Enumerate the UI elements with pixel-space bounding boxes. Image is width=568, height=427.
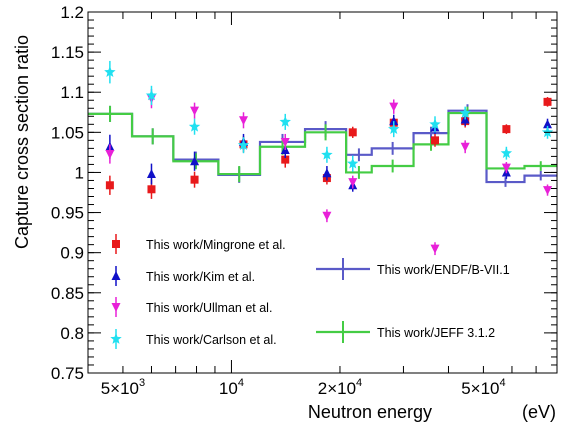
data-point bbox=[459, 107, 471, 118]
legend-entry: This work/Kim et al. bbox=[111, 266, 255, 286]
legend: This work/Mingrone et al. This work/Kim e… bbox=[110, 234, 510, 349]
data-point bbox=[145, 89, 158, 101]
legend-marker bbox=[111, 271, 121, 280]
data-point bbox=[543, 97, 552, 106]
x-axis-unit: (eV) bbox=[522, 402, 556, 422]
data-point bbox=[238, 116, 248, 126]
plot-marks bbox=[88, 60, 557, 256]
legend-label: This work/Ullman et al. bbox=[146, 301, 272, 315]
data-point bbox=[543, 119, 553, 129]
y-tick-label: 0.75 bbox=[51, 364, 84, 383]
data-point bbox=[105, 149, 115, 159]
legend-marker bbox=[110, 333, 122, 344]
data-point bbox=[502, 125, 511, 134]
data-point bbox=[190, 156, 200, 166]
data-point bbox=[188, 120, 201, 132]
data-point bbox=[388, 123, 400, 134]
legend-entry: This work/Carlson et al. bbox=[110, 329, 277, 349]
data-point bbox=[430, 244, 440, 254]
data-point bbox=[541, 126, 554, 138]
legend-label: This work/JEFF 3.1.2 bbox=[377, 326, 495, 340]
data-point bbox=[147, 185, 156, 194]
y-tick-label: 1.1 bbox=[60, 83, 84, 102]
data-point bbox=[321, 148, 333, 160]
legend-label: This work/Carlson et al. bbox=[146, 333, 277, 347]
data-point bbox=[389, 116, 399, 126]
point-series bbox=[104, 60, 554, 172]
x-tick-label: 104 bbox=[219, 377, 244, 398]
data-point bbox=[429, 118, 441, 130]
axis-ticks: 0.75 0.8 0.85 0.9 0.95 1 1.05 1.1 1.15 1.2 5×103 10… bbox=[51, 3, 558, 398]
legend-marker bbox=[111, 303, 121, 312]
data-point bbox=[281, 155, 290, 164]
legend-label: This work/Kim et al. bbox=[146, 270, 255, 284]
y-axis-label: Capture cross section ratio bbox=[12, 35, 32, 249]
legend-label: This work/ENDF/B-VII.1 bbox=[377, 263, 510, 277]
data-point bbox=[431, 136, 440, 145]
y-tick-label: 0.85 bbox=[51, 284, 84, 303]
y-tick-label: 0.95 bbox=[51, 204, 84, 223]
data-point bbox=[322, 168, 332, 178]
y-tick-label: 1.2 bbox=[60, 3, 84, 22]
data-point bbox=[146, 169, 156, 179]
legend-entry: This work/Ullman et al. bbox=[111, 297, 272, 317]
y-tick-label: 0.9 bbox=[60, 244, 84, 263]
legend-entry: This work/ENDF/B-VII.1 bbox=[316, 258, 510, 280]
x-axis-label: Neutron energy bbox=[308, 402, 432, 422]
x-tick-label: 5×104 bbox=[461, 377, 505, 398]
legend-entry: This work/Mingrone et al. bbox=[112, 234, 286, 254]
step-line bbox=[88, 111, 557, 176]
y-tick-label: 1.15 bbox=[51, 43, 84, 62]
data-point bbox=[105, 181, 114, 190]
data-point bbox=[347, 157, 359, 169]
x-tick-label: 5×103 bbox=[101, 377, 145, 398]
data-point bbox=[190, 106, 200, 116]
data-point bbox=[543, 186, 553, 196]
legend-marker bbox=[112, 240, 120, 248]
data-point bbox=[348, 128, 357, 137]
data-point bbox=[280, 137, 290, 147]
data-point bbox=[190, 175, 199, 184]
legend-entry: This work/JEFF 3.1.2 bbox=[316, 321, 495, 343]
y-tick-label: 1 bbox=[75, 163, 84, 182]
x-tick-label: 2×104 bbox=[318, 377, 362, 398]
data-point bbox=[500, 147, 513, 159]
data-point bbox=[104, 66, 116, 78]
plot-frame bbox=[87, 11, 558, 374]
data-point bbox=[501, 163, 511, 173]
y-tick-label: 1.05 bbox=[51, 123, 84, 142]
y-tick-label: 0.8 bbox=[60, 324, 84, 343]
data-point bbox=[389, 102, 399, 112]
data-point bbox=[237, 139, 250, 151]
data-point bbox=[348, 178, 358, 188]
data-point bbox=[322, 211, 332, 221]
legend-label: This work/Mingrone et al. bbox=[146, 238, 286, 252]
data-point bbox=[460, 142, 470, 152]
data-point bbox=[279, 115, 291, 127]
